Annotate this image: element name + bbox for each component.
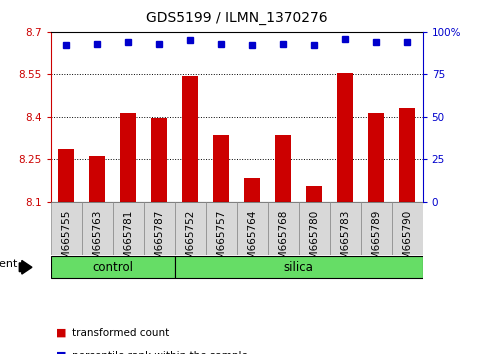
Text: GSM665755: GSM665755 <box>61 210 71 273</box>
Text: ■: ■ <box>56 328 66 338</box>
Bar <box>175 202 206 255</box>
Text: percentile rank within the sample: percentile rank within the sample <box>72 351 248 354</box>
Text: transformed count: transformed count <box>72 328 170 338</box>
Bar <box>369 113 384 202</box>
Bar <box>206 202 237 255</box>
Text: GSM665787: GSM665787 <box>154 210 164 273</box>
Bar <box>213 135 229 202</box>
Text: GSM665764: GSM665764 <box>247 210 257 273</box>
Bar <box>244 178 260 202</box>
FancyArrow shape <box>19 261 32 274</box>
Text: agent: agent <box>0 258 18 269</box>
Bar <box>298 202 329 255</box>
Bar <box>306 186 322 202</box>
Text: ■: ■ <box>56 351 66 354</box>
Bar <box>82 202 113 255</box>
Text: GSM665790: GSM665790 <box>402 210 412 273</box>
Bar <box>361 202 392 255</box>
Text: GSM665781: GSM665781 <box>123 210 133 273</box>
Bar <box>275 135 291 202</box>
Bar <box>392 202 423 255</box>
Bar <box>268 202 298 255</box>
Bar <box>144 202 175 255</box>
Bar <box>175 256 423 278</box>
Text: GDS5199 / ILMN_1370276: GDS5199 / ILMN_1370276 <box>146 11 327 25</box>
Bar <box>120 113 136 202</box>
Bar <box>152 118 167 202</box>
Bar <box>183 76 198 202</box>
Text: GSM665757: GSM665757 <box>216 210 226 273</box>
Bar <box>399 108 415 202</box>
Bar <box>237 202 268 255</box>
Text: GSM665763: GSM665763 <box>92 210 102 273</box>
Text: GSM665780: GSM665780 <box>309 210 319 273</box>
Bar <box>51 256 175 278</box>
Bar <box>51 202 82 255</box>
Text: GSM665783: GSM665783 <box>340 210 350 273</box>
Bar <box>58 149 74 202</box>
Bar <box>329 202 361 255</box>
Text: GSM665789: GSM665789 <box>371 210 381 273</box>
Text: GSM665768: GSM665768 <box>278 210 288 273</box>
Text: silica: silica <box>284 261 313 274</box>
Text: control: control <box>92 261 133 274</box>
Bar <box>113 202 144 255</box>
Bar <box>89 156 105 202</box>
Bar <box>338 73 353 202</box>
Text: GSM665752: GSM665752 <box>185 210 195 273</box>
